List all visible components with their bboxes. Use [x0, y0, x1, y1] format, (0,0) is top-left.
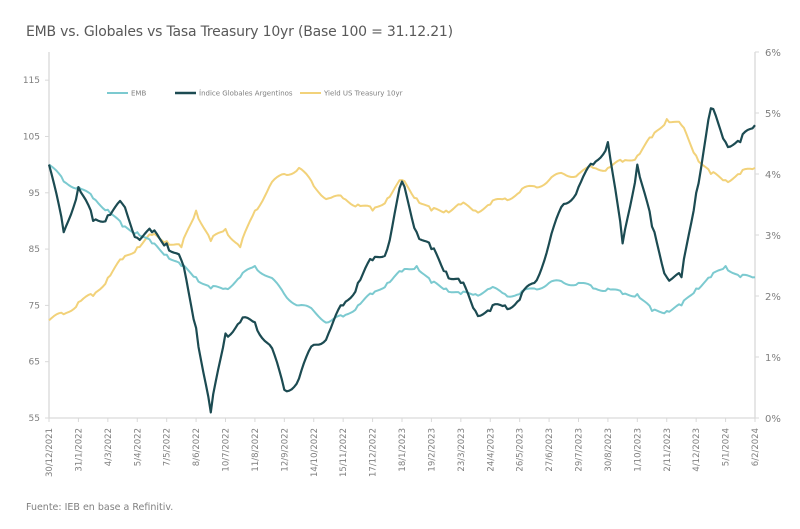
x-axis-tick-label: 6/2/2024 [751, 428, 761, 466]
x-axis-tick-label: 31/1/2022 [74, 428, 84, 472]
left-axis-tick-label: 55 [29, 414, 40, 424]
x-axis-tick-label: 17/12/2022 [369, 428, 379, 477]
legend: EMB Índice Globales Argentinos Yield US Tr… [107, 89, 403, 98]
axes: 55 65 75 85 95 105 115 0% 1% 2% 3% 4% 5% 6% 30/12/2021… [23, 48, 781, 477]
x-axis-tick-label: 18/1/2023 [398, 428, 408, 472]
x-axis-tick-label: 4/3/2022 [104, 428, 114, 466]
x-axis-tick-label: 30/8/2023 [604, 428, 614, 472]
x-axis-tick-label: 14/10/2022 [310, 428, 320, 477]
x-axis-tick-label: 27/6/2023 [545, 428, 555, 472]
left-axis-tick-label: 105 [23, 132, 40, 142]
x-axis-tick-label: 23/3/2023 [457, 428, 467, 472]
x-axis-tick-label: 10/7/2022 [222, 428, 232, 472]
x-axis-tick-label: 4/12/2023 [692, 428, 702, 472]
x-axis-tick-label: 5/1/2024 [722, 428, 732, 466]
right-axis-tick-label: 1% [765, 353, 781, 364]
source-note: Fuente: IEB en base a Refinitiv. [26, 502, 174, 513]
right-axis-tick-label: 3% [765, 231, 781, 242]
right-axis-tick-label: 6% [765, 48, 781, 59]
right-axis-tick-label: 5% [765, 109, 781, 120]
x-axis-tick-label: 19/2/2023 [427, 428, 437, 472]
right-axis-tick-label: 2% [765, 292, 781, 303]
x-axis-tick-label: 26/5/2023 [516, 428, 526, 472]
left-axis-tick-label: 115 [23, 76, 40, 86]
legend-label: EMB [131, 90, 146, 98]
x-axis-tick-label: 5/4/2022 [133, 428, 143, 466]
right-axis-tick-label: 0% [765, 414, 781, 425]
series-line-ndice-globales-argentinos [47, 107, 756, 414]
x-axis-tick-label: 1/10/2023 [633, 428, 643, 472]
right-axis-tick-label: 4% [765, 170, 781, 181]
legend-label: Yield US Treasury 10yr [323, 90, 403, 98]
left-axis-tick-label: 85 [29, 245, 40, 255]
series-lines [47, 107, 756, 414]
chart-title: EMB vs. Globales vs Tasa Treasury 10yr (… [26, 24, 453, 40]
x-axis-tick-label: 8/6/2022 [192, 428, 202, 466]
left-axis-tick-label: 95 [29, 189, 40, 199]
x-axis-tick-label: 12/9/2022 [280, 428, 290, 472]
series-line-yield-us-treasury-10yr [48, 118, 756, 322]
left-axis-tick-label: 65 [29, 358, 40, 368]
x-axis-tick-label: 24/4/2023 [486, 428, 496, 472]
series-line-emb [48, 163, 756, 324]
x-axis-tick-label: 30/12/2021 [45, 428, 55, 477]
x-axis-tick-label: 2/11/2023 [663, 428, 673, 472]
legend-label: Índice Globales Argentinos [199, 89, 293, 98]
x-axis-tick-label: 7/5/2022 [163, 428, 173, 466]
x-axis-tick-label: 29/7/2023 [575, 428, 585, 472]
x-axis-tick-label: 15/11/2022 [339, 428, 349, 477]
left-axis-tick-label: 75 [29, 301, 40, 311]
x-axis-tick-label: 11/8/2022 [251, 428, 261, 472]
